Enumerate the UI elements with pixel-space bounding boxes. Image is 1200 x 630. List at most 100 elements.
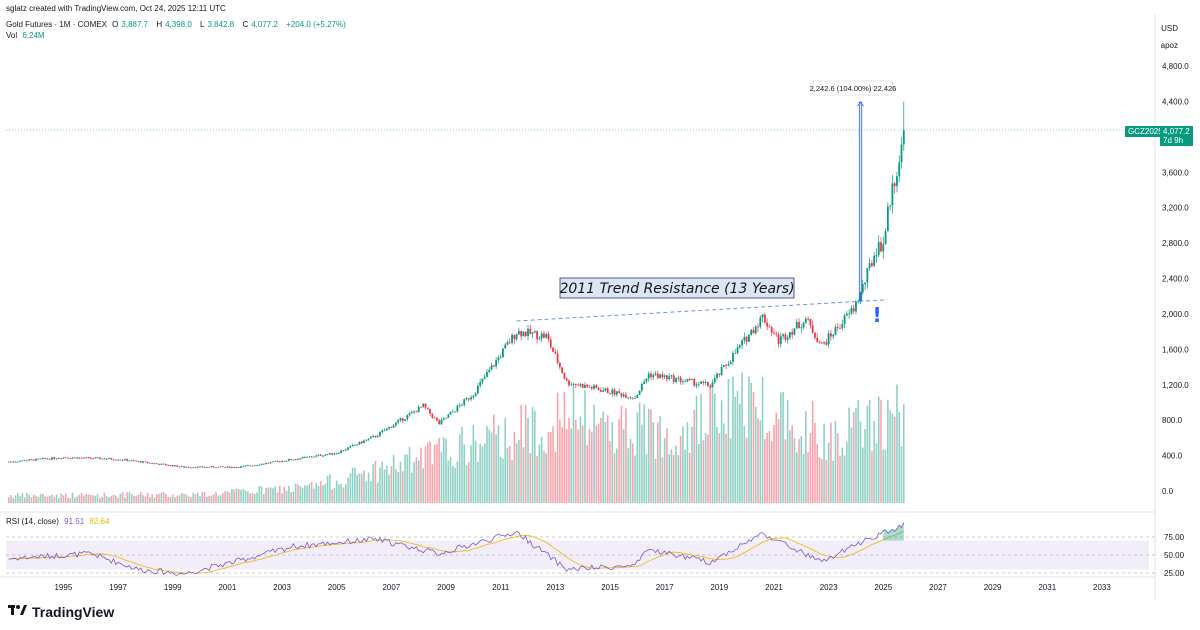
- time-tick-label: 2027: [929, 583, 947, 592]
- candle-body: [397, 420, 400, 423]
- candle-body: [240, 466, 242, 468]
- volume-bar: [149, 497, 151, 503]
- volume-bar: [848, 407, 850, 503]
- candle-body: [212, 466, 215, 468]
- tradingview-logo[interactable]: TradingView: [8, 603, 114, 620]
- measure-tool[interactable]: [858, 101, 863, 302]
- volume-bar: [668, 454, 671, 503]
- annotation-box[interactable]: [559, 277, 795, 299]
- volume-bar: [372, 464, 374, 503]
- legend-volume[interactable]: Vol 6.24M: [6, 31, 48, 40]
- volume-bar: [135, 495, 138, 503]
- volume-bar: [871, 451, 873, 503]
- candle-body: [461, 404, 463, 406]
- volume-bar: [657, 422, 659, 503]
- volume-bar: [791, 425, 793, 503]
- candle-body: [449, 412, 452, 415]
- candle-body: [328, 452, 331, 455]
- candle-body: [410, 412, 413, 414]
- candle-body: [843, 315, 846, 325]
- volume-bar: [283, 487, 286, 503]
- candle-body: [292, 459, 295, 461]
- volume-bar: [99, 498, 101, 503]
- candle-body: [754, 326, 757, 334]
- volume-bar: [62, 495, 65, 503]
- candle-body: [369, 436, 372, 439]
- candle-body: [363, 440, 365, 444]
- volume-bar: [121, 492, 124, 503]
- volume-bar: [292, 491, 295, 503]
- candle-body: [802, 322, 805, 328]
- legend-rsi[interactable]: RSI (14, close) 91.51 82.64: [6, 517, 112, 526]
- currency-label[interactable]: USD: [1161, 24, 1178, 33]
- volume-bar: [700, 393, 702, 503]
- volume-bar: [21, 492, 24, 503]
- candle-body: [281, 460, 283, 462]
- volume-bar: [247, 491, 249, 503]
- volume-bar: [666, 428, 668, 503]
- rsi-ma-value: 82.64: [89, 517, 110, 526]
- candle-body: [62, 457, 65, 459]
- candle-body: [823, 342, 825, 344]
- candle-body: [447, 414, 450, 418]
- candle-body: [820, 342, 823, 344]
- candle-body: [834, 327, 837, 335]
- volume-bar: [253, 493, 256, 503]
- candle-body: [795, 321, 798, 329]
- legend-main-series[interactable]: Gold Futures · 1M · COMEX O 3,887.7 H 4,39…: [6, 20, 349, 29]
- volume-bar: [69, 498, 72, 503]
- change-value: +204.0 (+5.27%): [286, 20, 346, 29]
- volume-bar: [695, 395, 698, 503]
- volume-bar: [290, 492, 292, 503]
- candle-body: [547, 334, 550, 340]
- volume-bar: [160, 492, 163, 503]
- volume-bar: [94, 495, 97, 503]
- price-tick-label: 2,000.0: [1162, 310, 1189, 319]
- measure-arrowhead: [857, 101, 864, 107]
- volume-bar: [825, 459, 828, 503]
- volume-bar: [128, 492, 131, 503]
- candle-body: [499, 357, 502, 358]
- volume-bar: [294, 483, 297, 503]
- candle-body: [153, 463, 156, 465]
- volume-bar: [158, 493, 160, 503]
- candle-body: [691, 378, 693, 380]
- candle-body: [249, 465, 252, 467]
- high-label: H: [156, 20, 163, 29]
- volume-bar: [645, 454, 648, 503]
- volume-bar: [244, 490, 247, 503]
- candle-body: [392, 425, 395, 428]
- volume-bar: [900, 446, 903, 503]
- candle-body: [424, 403, 427, 408]
- scale-mode-label[interactable]: apoz: [1160, 41, 1178, 50]
- candle-body: [750, 329, 753, 335]
- candle-body: [766, 322, 769, 327]
- volume-bar: [538, 444, 541, 503]
- volume-bar: [17, 492, 19, 503]
- volume-bar: [53, 496, 56, 503]
- candle-body: [331, 452, 334, 455]
- volume-bar: [761, 376, 764, 503]
- volume-bar: [285, 490, 288, 503]
- candle-body: [436, 417, 438, 421]
- volume-bar: [823, 423, 825, 503]
- candle-body: [663, 375, 666, 377]
- candle-body: [440, 419, 443, 425]
- candle-body: [183, 466, 186, 468]
- candle-body: [76, 457, 78, 459]
- volume-bar: [165, 493, 167, 503]
- volume-bar: [527, 417, 529, 503]
- candle-body: [406, 415, 409, 420]
- trendline-2011-resistance[interactable]: [516, 299, 888, 322]
- volume-bar: [814, 422, 816, 503]
- volume-bar: [19, 496, 21, 503]
- volume-bar: [896, 384, 898, 503]
- volume-bar: [759, 420, 762, 503]
- volume-bar: [281, 493, 283, 503]
- candle-body: [274, 461, 277, 462]
- candle-body: [508, 342, 511, 344]
- volume-bar: [424, 446, 427, 503]
- candle-body: [413, 411, 416, 413]
